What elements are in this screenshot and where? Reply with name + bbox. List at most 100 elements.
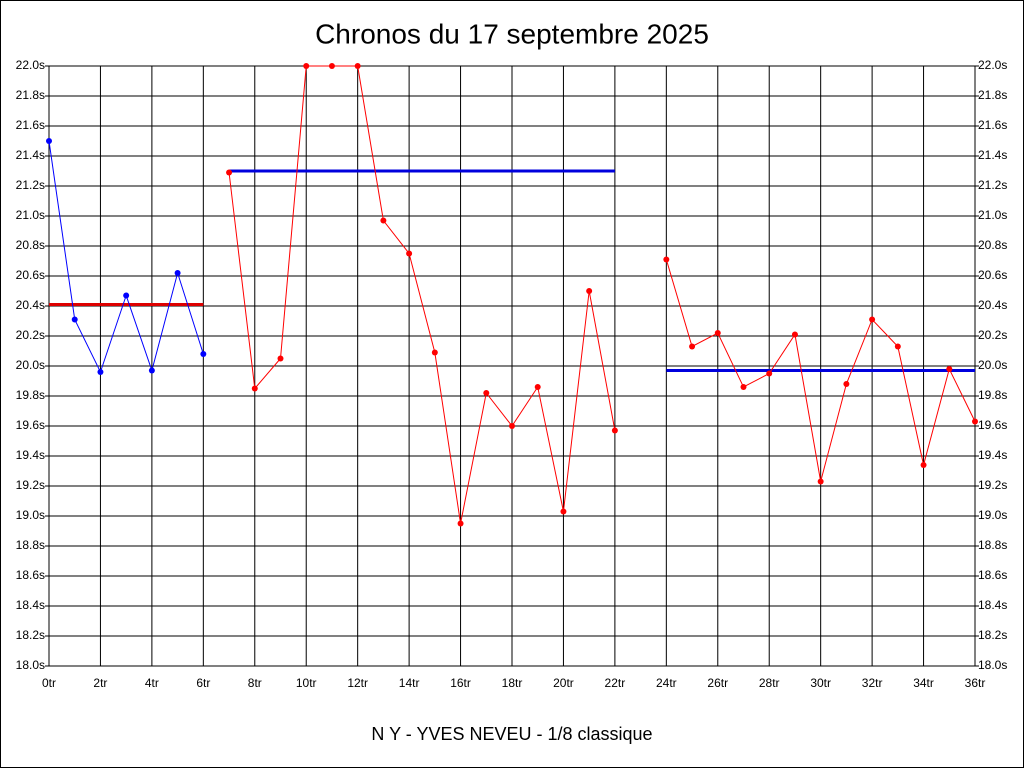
data-point xyxy=(431,349,438,356)
data-point xyxy=(277,355,284,362)
y2-tick-label: 20.4s xyxy=(978,298,1007,312)
y-tick-label: 20.4s xyxy=(16,298,45,312)
y-tick-label: 21.0s xyxy=(16,208,45,222)
y2-tick-label: 21.4s xyxy=(978,148,1007,162)
grid: 18.0s 18.0s 18.2s 18.2s 18.4s 18.4s 18.6s 18.6s… xyxy=(16,58,1008,690)
data-point xyxy=(46,138,52,144)
x-tick-label: 0tr xyxy=(42,676,56,690)
y-tick-label: 18.0s xyxy=(16,658,45,672)
x-axis-label: N Y - YVES NEVEU - 1/8 classique xyxy=(371,724,652,744)
data-point xyxy=(663,256,670,263)
data-point xyxy=(406,250,413,257)
y2-tick-label: 19.0s xyxy=(978,508,1007,522)
data-point xyxy=(869,316,876,323)
x-tick-label: 10tr xyxy=(296,676,317,690)
x-tick-label: 2tr xyxy=(93,676,107,690)
data-point xyxy=(123,292,130,299)
x-tick-label: 20tr xyxy=(553,676,574,690)
data-point xyxy=(894,343,901,350)
data-point xyxy=(560,508,567,515)
y2-tick-label: 18.8s xyxy=(978,538,1007,552)
data-point xyxy=(226,169,233,176)
data-point xyxy=(174,270,181,276)
y-tick-label: 21.2s xyxy=(16,178,45,192)
data-point xyxy=(817,478,824,485)
y2-tick-label: 19.8s xyxy=(978,388,1007,402)
data-point xyxy=(920,462,927,468)
x-tick-label: 24tr xyxy=(656,676,677,690)
y2-tick-label: 20.2s xyxy=(978,328,1007,342)
y-tick-label: 20.2s xyxy=(16,328,45,342)
data-point xyxy=(843,381,850,387)
data-point xyxy=(354,63,361,69)
x-tick-label: 16tr xyxy=(450,676,471,690)
data-point xyxy=(791,331,798,338)
y2-tick-label: 19.4s xyxy=(978,448,1007,462)
y2-tick-label: 20.8s xyxy=(978,238,1007,252)
data-point xyxy=(611,427,618,434)
y2-tick-label: 18.0s xyxy=(978,658,1007,672)
y2-tick-label: 22.0s xyxy=(978,58,1007,72)
y-tick-label: 19.4s xyxy=(16,448,45,462)
x-tick-label: 18tr xyxy=(502,676,523,690)
y-tick-label: 21.8s xyxy=(16,88,45,102)
y-tick-label: 22.0s xyxy=(16,58,45,72)
x-tick-label: 22tr xyxy=(605,676,626,690)
x-tick-label: 6tr xyxy=(196,676,210,690)
data-point xyxy=(534,384,541,390)
y2-tick-label: 19.6s xyxy=(978,418,1007,432)
y2-tick-label: 19.2s xyxy=(978,478,1007,492)
y-tick-label: 21.4s xyxy=(16,148,45,162)
x-tick-label: 28tr xyxy=(759,676,780,690)
y-tick-label: 18.8s xyxy=(16,538,45,552)
data-point xyxy=(200,351,207,357)
data-point xyxy=(328,63,335,69)
y2-tick-label: 20.6s xyxy=(978,268,1007,282)
data-point xyxy=(689,343,696,350)
y-tick-label: 20.6s xyxy=(16,268,45,282)
x-tick-label: 32tr xyxy=(862,676,883,690)
data-point xyxy=(251,385,258,392)
y-tick-label: 18.6s xyxy=(16,568,45,582)
data-point xyxy=(97,369,104,375)
x-tick-label: 14tr xyxy=(399,676,420,690)
data-point xyxy=(483,390,490,396)
y-tick-label: 19.0s xyxy=(16,508,45,522)
data-point xyxy=(714,330,721,336)
y2-tick-label: 18.4s xyxy=(978,598,1007,612)
x-tick-label: 8tr xyxy=(248,676,262,690)
data-point xyxy=(457,520,464,527)
x-tick-label: 34tr xyxy=(913,676,934,690)
data-point xyxy=(766,370,773,377)
x-tick-label: 36tr xyxy=(965,676,986,690)
y2-tick-label: 21.6s xyxy=(978,118,1007,132)
y-tick-label: 19.2s xyxy=(16,478,45,492)
y2-tick-label: 21.2s xyxy=(978,178,1007,192)
data-point xyxy=(148,367,155,374)
data-point xyxy=(303,63,310,69)
series-line xyxy=(228,65,616,524)
y-tick-label: 18.2s xyxy=(16,628,45,642)
data-point xyxy=(946,366,953,372)
y2-tick-label: 18.2s xyxy=(978,628,1007,642)
y-tick-label: 19.6s xyxy=(16,418,45,432)
x-tick-label: 4tr xyxy=(145,676,159,690)
y2-tick-label: 20.0s xyxy=(978,358,1007,372)
x-tick-label: 12tr xyxy=(347,676,368,690)
y2-tick-label: 21.0s xyxy=(978,208,1007,222)
plot xyxy=(46,63,978,527)
data-point xyxy=(586,288,593,294)
data-point xyxy=(972,418,978,425)
y-tick-label: 20.0s xyxy=(16,358,45,372)
y-tick-label: 20.8s xyxy=(16,238,45,252)
y2-tick-label: 18.6s xyxy=(978,568,1007,582)
chart-title: Chronos du 17 septembre 2025 xyxy=(315,18,709,49)
data-point xyxy=(380,217,387,224)
data-point xyxy=(71,316,78,323)
y-tick-label: 18.4s xyxy=(16,598,45,612)
y2-tick-label: 21.8s xyxy=(978,88,1007,102)
data-point xyxy=(509,423,515,429)
data-point xyxy=(740,384,747,390)
x-tick-label: 30tr xyxy=(810,676,831,690)
